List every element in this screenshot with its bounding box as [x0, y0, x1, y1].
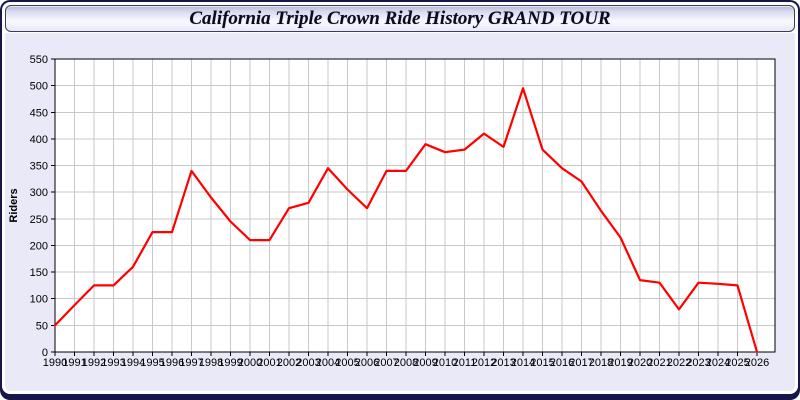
window-inner-frame: California Triple Crown Ride History GRA… [2, 2, 798, 394]
chart-panel [5, 33, 795, 391]
chart-title: California Triple Crown Ride History GRA… [189, 7, 611, 29]
title-bar: California Triple Crown Ride History GRA… [5, 5, 795, 32]
